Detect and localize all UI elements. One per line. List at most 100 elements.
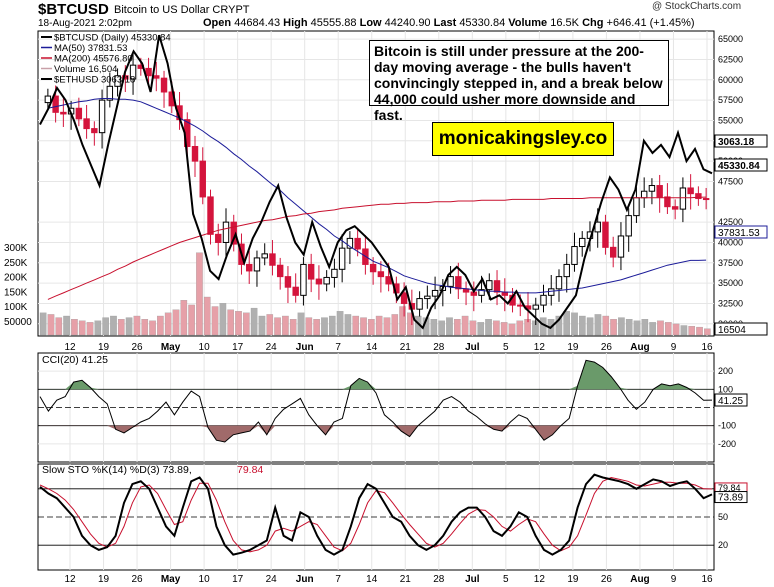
- candle-body: [60, 111, 67, 115]
- volume-bar: [211, 306, 219, 336]
- xtick-label-top: Jun: [296, 342, 314, 353]
- last-value: 45330.84: [459, 17, 506, 29]
- volume-bar: [586, 317, 594, 336]
- ma200-line: [47, 196, 707, 300]
- last-tag-label: 3063.18: [718, 137, 755, 148]
- volume-bar: [282, 315, 289, 336]
- volume-bar: [63, 315, 70, 336]
- cci-line: [39, 359, 713, 443]
- volume-label: Volume: [508, 17, 548, 29]
- volume-bar: [180, 300, 188, 336]
- volume-bar: [508, 323, 516, 336]
- annotation-box: Bitcoin is still under pressure at the 2…: [369, 40, 669, 123]
- legend-label-0: $BTCUSD (Daily) 45330.84: [54, 33, 171, 44]
- candle-body: [222, 221, 230, 243]
- volume-bar: [157, 315, 164, 336]
- xtick-label-bottom: Aug: [630, 574, 649, 585]
- volume-bar: [133, 315, 141, 336]
- xtick-label-top: May: [161, 342, 181, 353]
- xtick-label-bottom: 16: [701, 574, 713, 585]
- xtick-label-top: 26: [601, 342, 613, 353]
- volume-bar: [78, 320, 86, 336]
- cci-ytick-label: -200: [718, 439, 736, 449]
- candle-body: [447, 276, 454, 287]
- xtick-label-top: 9: [671, 342, 677, 353]
- ethusd-line: [39, 34, 713, 330]
- last-tag-box: [714, 158, 768, 172]
- xtick-label-bottom: 12: [534, 574, 546, 585]
- open-label: Open: [203, 17, 232, 29]
- candle-body: [338, 247, 346, 270]
- candle-body: [369, 263, 377, 273]
- cci-ytick-label: 100: [718, 384, 733, 394]
- volume-bar: [117, 319, 125, 336]
- xtick-label-top: 19: [567, 342, 579, 353]
- volume-bar: [110, 315, 117, 336]
- quote-summary: Open 44684.43 High 45555.88 Low 44240.90…: [203, 17, 695, 29]
- xtick-label-bottom: 21: [400, 574, 412, 585]
- candle-body: [687, 187, 694, 195]
- volume-tick-label: 200K: [4, 273, 28, 284]
- volume-bar: [188, 304, 195, 336]
- volume-bar: [672, 323, 680, 336]
- cci-ytick-label: -100: [718, 421, 736, 431]
- candle-body: [91, 128, 98, 134]
- volume-bar: [47, 314, 55, 336]
- volume-bar: [172, 309, 180, 336]
- high-label: High: [283, 17, 308, 29]
- volume-bar: [704, 328, 711, 336]
- volume-bar: [446, 317, 453, 336]
- volume-bar: [571, 312, 578, 336]
- candle-body: [548, 288, 555, 296]
- open-value: 44684.43: [234, 17, 281, 29]
- volume-bar: [274, 317, 281, 336]
- candle-body: [246, 263, 253, 272]
- xtick-label-top: Jul: [465, 342, 480, 353]
- volume-tick-label: 100K: [4, 302, 28, 313]
- last-tag-box: [714, 134, 768, 148]
- sto-d-tag-label: 79.84: [718, 483, 741, 493]
- xtick-label-top: 7: [335, 342, 341, 353]
- candle-body: [416, 298, 423, 310]
- price-ytick-label: 60000: [718, 75, 743, 85]
- ma50-line: [47, 98, 707, 294]
- volume-bar: [227, 309, 234, 336]
- candle-body: [664, 196, 671, 208]
- volume-bar: [39, 312, 47, 336]
- candle-body: [385, 276, 392, 285]
- candle-body: [323, 276, 330, 285]
- xtick-label-top: 12: [64, 342, 76, 353]
- candle-body: [331, 268, 338, 278]
- sto-k-tag-box: [714, 491, 748, 504]
- volume-bar: [453, 319, 461, 336]
- volume-bar: [297, 312, 305, 336]
- candle-body: [424, 295, 431, 300]
- volume-bar: [383, 317, 391, 336]
- candle-body: [215, 233, 222, 243]
- candle-body: [106, 85, 114, 101]
- candle-body: [153, 75, 160, 79]
- candle-body: [276, 264, 284, 278]
- volume-bar: [196, 252, 203, 336]
- last-tag-box: [714, 225, 768, 239]
- volume-bar: [71, 319, 78, 336]
- volume-bar: [485, 319, 492, 336]
- volume-bar: [235, 311, 242, 336]
- cci-last-tag-label: 41.25: [718, 396, 743, 407]
- candle-body: [83, 118, 90, 130]
- volume-bar: [602, 315, 610, 336]
- volume-bar: [618, 317, 625, 336]
- cci-negative-fill: [40, 425, 712, 442]
- high-value: 45555.88: [310, 17, 357, 29]
- xtick-label-bottom: May: [161, 574, 181, 585]
- candle-body: [571, 246, 578, 265]
- xtick-label-bottom: 26: [601, 574, 613, 585]
- xtick-label-top: 17: [232, 342, 244, 353]
- candle-body: [292, 286, 299, 296]
- volume-value: 16.5K: [550, 17, 579, 29]
- candle-body: [199, 160, 206, 198]
- volume-bar: [477, 322, 485, 336]
- volume-bar: [680, 325, 688, 336]
- candle-body: [617, 235, 625, 258]
- xtick-label-bottom: 9: [671, 574, 677, 585]
